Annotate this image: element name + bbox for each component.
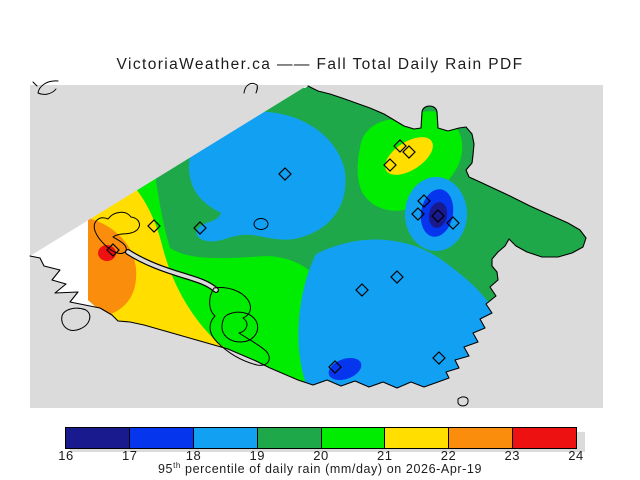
station-marker-14 bbox=[328, 360, 342, 374]
station-marker-5 bbox=[393, 139, 407, 153]
station-marker-1 bbox=[278, 167, 292, 181]
contour-16-core bbox=[428, 202, 448, 228]
colorbar-tick-18: 18 bbox=[185, 448, 202, 463]
station-markers bbox=[106, 139, 460, 374]
colorbar-cell-22-23 bbox=[449, 428, 514, 448]
station-marker-3 bbox=[193, 221, 207, 235]
station-marker-12 bbox=[390, 270, 404, 284]
coastline bbox=[29, 85, 587, 389]
colorbar-tick-21: 21 bbox=[377, 448, 393, 463]
sea bbox=[30, 85, 603, 408]
colorbar-tick-17: 17 bbox=[122, 448, 138, 463]
colorbar-cell-23-24 bbox=[513, 428, 576, 448]
colorbar-ticks: 16 17 18 19 20 21 22 23 24 bbox=[58, 448, 583, 463]
contour-18-southeast bbox=[298, 239, 498, 388]
victoria-harbour bbox=[209, 287, 270, 366]
contour-22-sooke bbox=[88, 218, 137, 318]
northwest-coast-arc bbox=[32, 80, 59, 95]
contour-23-sooke-max bbox=[98, 245, 116, 261]
station-marker-9 bbox=[411, 207, 425, 221]
north-coast-arc bbox=[243, 82, 258, 94]
sooke-basin bbox=[93, 211, 140, 254]
colorbar-tick-19: 19 bbox=[249, 448, 265, 463]
colorbar-cell-16-17 bbox=[66, 428, 130, 448]
figure-title: VictoriaWeather.ca —— Fall Total Daily R… bbox=[116, 56, 524, 73]
colorbar-cell-19-20 bbox=[257, 428, 322, 448]
colorbar-tick-20: 20 bbox=[313, 448, 329, 463]
station-marker-6 bbox=[402, 145, 416, 159]
station-marker-15 bbox=[432, 351, 446, 365]
contour-18-upper-blob bbox=[188, 111, 346, 242]
colorbar-tick-24: 24 bbox=[568, 448, 584, 463]
contour-21-northeast bbox=[385, 137, 433, 175]
colorbar-caption: 95th percentile of daily rain (mm/day) o… bbox=[0, 461, 640, 476]
sooke-channel bbox=[126, 250, 218, 292]
station-marker-2 bbox=[147, 219, 161, 233]
colorbar-cell-18-19 bbox=[193, 428, 258, 448]
colorbar-cells bbox=[65, 427, 577, 449]
station-marker-10 bbox=[431, 209, 445, 223]
caption-ordinal: th bbox=[173, 461, 181, 470]
esquimalt-peninsula bbox=[221, 311, 259, 343]
station-marker-7 bbox=[383, 158, 397, 172]
colorbar-tick-22: 22 bbox=[440, 448, 457, 463]
trial-island bbox=[457, 396, 469, 407]
colorbar-cell-20-21 bbox=[321, 428, 386, 448]
lake-outline bbox=[253, 218, 269, 230]
west-point-island bbox=[61, 307, 91, 331]
station-marker-8 bbox=[417, 194, 431, 208]
station-marker-13 bbox=[355, 283, 369, 297]
colorbar-tick-23: 23 bbox=[504, 448, 520, 463]
caption-number: 95 bbox=[157, 462, 174, 477]
caption-text: percentile of daily rain (mm/day) on 202… bbox=[180, 462, 483, 477]
colorbar-cell-21-22 bbox=[385, 428, 450, 448]
station-marker-11 bbox=[446, 216, 460, 230]
colorbar-cell-17-18 bbox=[129, 428, 194, 448]
colorbar-tick-16: 16 bbox=[58, 448, 74, 463]
station-marker-4 bbox=[106, 243, 120, 257]
